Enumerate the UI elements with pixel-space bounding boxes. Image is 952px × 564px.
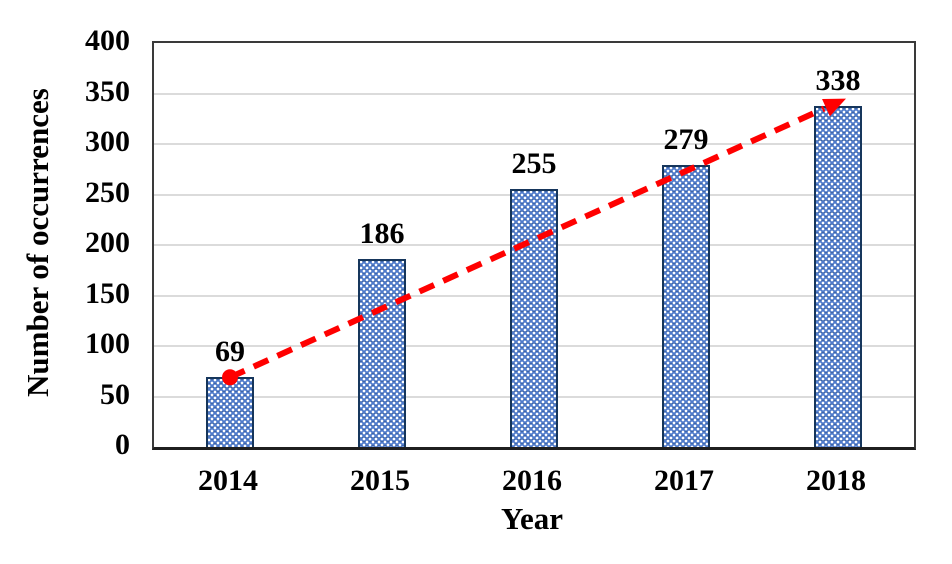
x-tick-label-2014: 2014	[198, 464, 258, 497]
y-tick-label-400: 400	[85, 24, 130, 57]
x-tick-label-2015: 2015	[350, 464, 410, 497]
bar-value-label-2016: 255	[511, 147, 557, 181]
gridline-300	[154, 143, 914, 145]
bar-2014	[206, 377, 254, 447]
x-tick-label-2016: 2016	[502, 464, 562, 497]
bar-2015	[358, 259, 406, 447]
y-tick-label-50: 50	[100, 377, 130, 411]
y-tick-label-100: 100	[85, 327, 130, 360]
plot-area: 69 186 255 279 338	[152, 41, 916, 450]
bar-value-label-2014: 69	[215, 335, 245, 369]
y-tick-label-350: 350	[85, 74, 130, 108]
y-tick-label-0: 0	[115, 428, 130, 461]
bar-value-label-2018: 338	[815, 63, 861, 97]
x-tick-label-2018: 2018	[806, 464, 866, 497]
x-tick-label-2017: 2017	[654, 464, 714, 497]
bar-2017	[662, 165, 710, 447]
bar-value-label-2015: 186	[359, 217, 405, 251]
gridline-350	[154, 92, 914, 95]
y-tick-label-200: 200	[85, 226, 130, 259]
bar-2016	[510, 189, 558, 447]
bar-2018	[814, 105, 862, 447]
y-tick-label-150: 150	[85, 276, 130, 310]
y-tick-label-250: 250	[85, 175, 130, 209]
bar-value-label-2017: 279	[663, 123, 709, 157]
x-axis-title: Year	[501, 501, 563, 536]
y-tick-label-300: 300	[85, 125, 130, 158]
